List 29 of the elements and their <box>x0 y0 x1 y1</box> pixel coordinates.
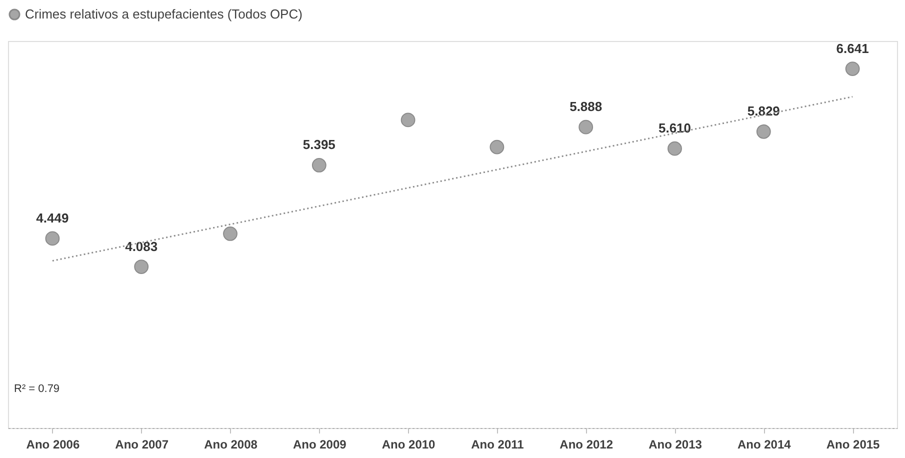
data-label: 5.829 <box>747 104 780 119</box>
x-tick-label: Ano 2009 <box>292 438 347 452</box>
x-tick-label: Ano 2014 <box>737 438 792 452</box>
data-label: 4.449 <box>36 210 69 226</box>
data-label: 5.610 <box>658 120 692 136</box>
data-label: 4.083 <box>125 238 158 254</box>
point <box>668 141 682 156</box>
point <box>134 260 149 274</box>
x-tick-label: Ano 2013 <box>648 438 702 452</box>
point <box>578 120 594 134</box>
x-tick-label: Ano 2011 <box>471 438 524 452</box>
data-label: 6.641 <box>836 40 869 56</box>
x-tick-label: Ano 2015 <box>826 438 880 452</box>
point <box>490 140 504 154</box>
point <box>756 124 771 139</box>
point <box>845 62 860 76</box>
data-label: 5.888 <box>570 99 602 114</box>
data-label: 5.395 <box>302 137 336 152</box>
annotation: R² = 0.79 <box>14 383 60 395</box>
x-tick-label: Ano 2010 <box>382 438 436 452</box>
x-tick-label: Ano 2012 <box>560 438 614 452</box>
point <box>45 231 60 246</box>
point <box>312 158 326 172</box>
point <box>223 226 238 241</box>
point <box>400 112 416 128</box>
x-tick-label: Ano 2008 <box>204 438 258 452</box>
x-tick-label: Ano 2007 <box>115 438 169 452</box>
x-tick-label: Ano 2006 <box>26 438 80 452</box>
legend-label: Crimes relativos a estupefacientes (Todos OPC) <box>25 6 302 22</box>
